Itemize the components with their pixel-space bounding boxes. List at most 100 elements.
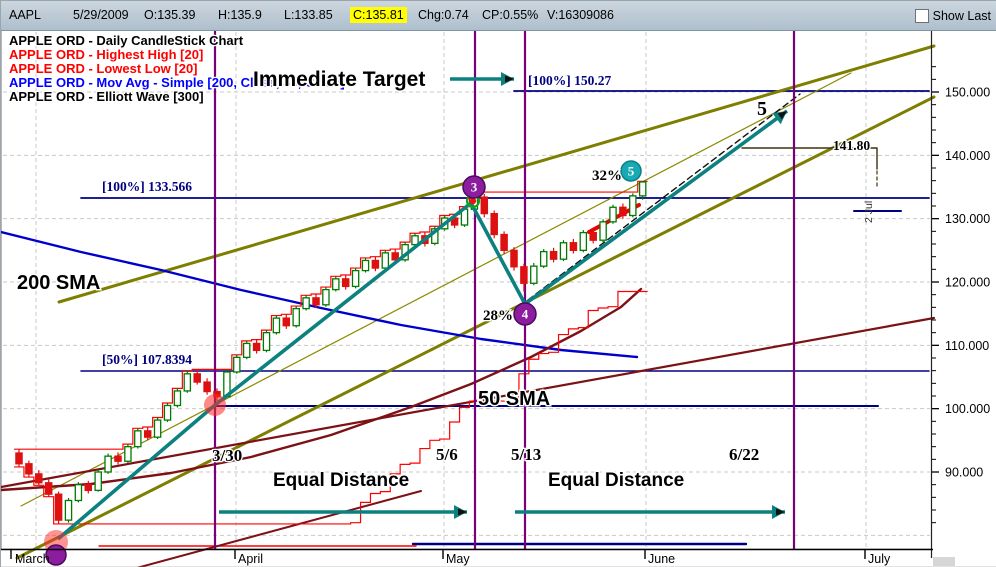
candle-body	[84, 484, 93, 492]
candle-body	[153, 419, 162, 438]
wave3-pivot-dot	[469, 197, 477, 205]
quote-volume: V:16309086	[547, 8, 614, 22]
legend-item-highest-high: APPLE ORD - Highest High [20]	[9, 47, 203, 62]
candle-body	[332, 278, 340, 291]
candle-body	[292, 307, 300, 327]
equal-distance-label-1: Equal Distance	[273, 470, 409, 491]
arrow-head-inner	[505, 75, 514, 83]
candle-body	[183, 373, 192, 392]
show-last-toggle[interactable]: Show Last	[914, 1, 991, 30]
arrow-head-inner	[458, 508, 467, 516]
wave5-target-label: 5	[757, 98, 767, 120]
candle-body	[549, 250, 558, 260]
sma200-label: 200 SMA	[17, 272, 100, 294]
quote-change-pct: CP:0.55%	[482, 8, 539, 22]
overlay-sma-200	[1, 230, 639, 359]
quote-change: Chg:0.74	[418, 8, 469, 22]
highlight-circle-330	[204, 394, 226, 416]
wave-5-circle	[620, 160, 642, 182]
symbol-label: AAPL	[9, 8, 41, 22]
quote-high: H:135.9	[218, 8, 262, 22]
candle-body	[54, 493, 63, 521]
candle-body	[272, 317, 281, 334]
wave-4	[513, 302, 537, 326]
candle-body	[490, 212, 498, 236]
candle-body	[193, 373, 201, 383]
wave-4-label: 4	[522, 307, 529, 322]
candle-body	[114, 455, 122, 462]
legend-item-mov-avg: APPLE ORD - Mov Avg - Simple [200, Close…	[9, 75, 345, 90]
retrace-32-label: 32%	[592, 168, 622, 184]
candle-body	[242, 342, 251, 359]
overlay-bracket-14180	[741, 147, 878, 170]
show-last-checkbox[interactable]	[914, 8, 929, 23]
candle-body	[371, 259, 380, 269]
wave-3	[462, 175, 486, 199]
show-last-label: Show Last	[932, 8, 991, 23]
y-axis-label: 120.000	[945, 276, 990, 290]
candle-body	[510, 249, 518, 268]
candle-body	[124, 446, 132, 462]
candle-body	[163, 404, 172, 421]
jul2-label: 2 Jul	[863, 201, 875, 223]
candle-body	[143, 430, 152, 438]
candle-body	[361, 259, 370, 272]
candle-body	[203, 381, 211, 393]
candle-body	[282, 317, 291, 327]
quote-low: L:133.85	[284, 8, 333, 22]
sma50-label: 50 SMA	[478, 388, 550, 410]
legend: APPLE ORD - Daily CandleStick Chart APPL…	[8, 32, 346, 106]
candle-body	[302, 297, 310, 310]
candle-body	[539, 250, 548, 267]
overlay-projection-dashed	[527, 93, 801, 301]
candle-body	[25, 463, 33, 475]
candle-body	[341, 278, 350, 288]
overlay-maroon-lower-seg	[136, 490, 422, 567]
date-label-622: 6/22	[729, 445, 759, 464]
candle-body	[44, 482, 53, 495]
y-axis-label: 150.000	[945, 86, 990, 100]
overlay-lines	[1, 44, 936, 567]
candle-body	[74, 484, 83, 502]
legend-item-lowest-low: APPLE ORD - Lowest Low [20]	[9, 61, 198, 76]
candle-body	[629, 195, 637, 217]
candlesticks	[15, 181, 647, 524]
wave-3-label: 3	[471, 180, 478, 195]
y-axis-label: 140.000	[945, 149, 990, 163]
candle-body	[619, 206, 627, 217]
price-14180-label: 141.80	[833, 138, 870, 153]
candle-body	[94, 471, 102, 492]
candle-body	[134, 430, 142, 448]
arrow-head-inner	[776, 508, 785, 516]
candle-body	[64, 499, 73, 521]
candle-body	[589, 231, 597, 241]
candle-body	[173, 390, 182, 407]
date-label-330: 3/30	[212, 446, 242, 465]
y-axis-label: 100.000	[945, 402, 990, 416]
candle-body	[609, 206, 617, 223]
plot-area[interactable]	[1, 30, 932, 550]
candle-body	[579, 231, 588, 251]
x-axis-label: March	[15, 552, 50, 566]
candle-body	[480, 196, 489, 215]
annotations-layer: Immediate Target [100%] 150.27 [100%] 13…	[16, 67, 876, 493]
candle-body	[411, 235, 419, 246]
candle-body	[262, 332, 271, 352]
candle-body	[351, 269, 360, 288]
gridlines	[3, 32, 930, 548]
candle-body	[15, 452, 23, 465]
immediate-target-label: Immediate Target	[253, 68, 425, 91]
candle-body	[530, 265, 538, 284]
candle-body	[35, 473, 43, 484]
date-label-513: 5/13	[511, 445, 541, 464]
legend-item-candlestick: APPLE ORD - Daily CandleStick Chart	[9, 33, 244, 48]
overlay-maroon-trendline	[1, 316, 936, 489]
retrace-28-label: 28%	[483, 308, 513, 324]
candle-body	[638, 181, 647, 197]
axes: 150.000 140.000 130.000 120.000 110.000 100.0…	[10, 66, 990, 566]
resize-grip	[933, 557, 955, 566]
candle-body	[520, 266, 528, 284]
highest-high-line	[14, 180, 648, 450]
candle-body	[381, 252, 390, 269]
